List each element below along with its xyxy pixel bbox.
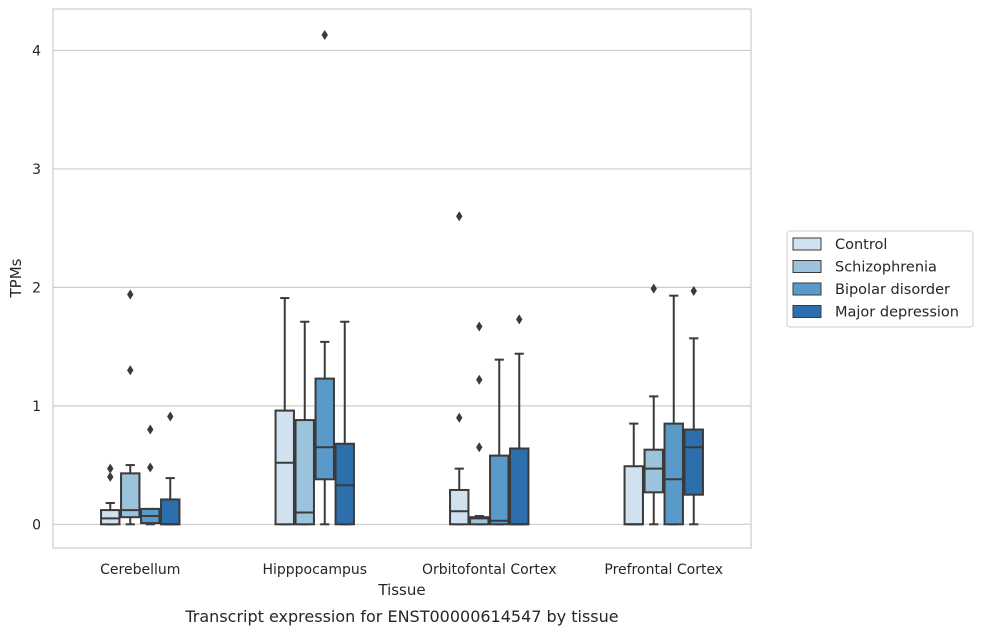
outlier-point [516,314,523,325]
legend-swatch [792,282,822,296]
legend-label: Bipolar disorder [835,282,950,298]
outlier-point [456,412,463,423]
outlier-point [456,211,463,222]
x-tick-label: Orbitofontal Cortex [422,562,557,578]
box-major-depression [160,411,181,526]
box-schizophrenia [120,289,141,526]
box-iqr [160,498,181,526]
plot-frame [52,8,752,549]
box-bipolar-disorder [663,294,684,526]
box-iqr [489,454,510,526]
box-schizophrenia [469,321,490,526]
boxes [100,30,704,526]
outlier-point [476,442,483,453]
y-tick-label: 3 [32,162,41,178]
x-axis-label: Tissue [377,581,425,599]
box-iqr [469,516,490,526]
box-iqr [449,488,470,526]
outlier-point [650,283,657,294]
box-major-depression [334,320,355,526]
box-iqr [683,428,704,496]
outlier-point [107,463,114,474]
box-schizophrenia [643,283,664,526]
x-tick-label: Hipppocampus [262,562,367,578]
outlier-point [321,30,328,41]
legend-swatch [792,260,822,273]
legend-swatch [792,305,822,318]
box-iqr [120,472,141,519]
legend-swatch [792,237,822,251]
legend: Control Schizophrenia Bipolar disorder Majo… [786,230,974,328]
x-tick-label: Prefrontal Cortex [604,562,723,578]
outlier-point [147,462,154,473]
box-iqr [294,419,315,526]
legend-frame [786,230,974,328]
outlier-point [476,321,483,332]
box-major-depression [683,285,704,526]
box-bipolar-disorder [140,424,161,526]
y-tick-label: 4 [32,43,41,59]
y-tick-label: 1 [32,399,41,415]
y-tick-labels: 0 1 2 3 4 [32,43,41,533]
box-control [274,297,295,526]
box-bipolar-disorder [314,30,335,526]
box-control [623,422,644,526]
box-schizophrenia [294,320,315,526]
legend-label: Control [835,237,887,253]
outlier-point [476,374,483,385]
box-iqr [643,448,664,494]
legend-label: Major depression [835,305,959,321]
outlier-point [690,285,697,296]
chart-caption: Transcript expression for ENST0000061454… [184,607,618,626]
legend-label: Schizophrenia [835,260,937,276]
outlier-point [127,289,134,300]
box-control [100,463,121,526]
outlier-point [167,411,174,422]
box-control [449,211,470,526]
box-iqr [663,422,684,526]
outlier-point [147,424,154,435]
box-bipolar-disorder [489,358,510,526]
y-tick-label: 2 [32,280,41,296]
box-iqr [334,442,355,526]
box-iqr [623,465,644,526]
y-axis-label: TPMs [7,258,25,298]
box-major-depression [509,314,530,526]
x-tick-label: Cerebellum [100,562,180,578]
box-iqr [314,377,335,481]
box-iqr [100,509,121,526]
x-tick-labels: Cerebellum Hipppocampus Orbitofontal Corte… [100,562,723,578]
outlier-point [107,471,114,482]
box-iqr [509,447,530,526]
box-iqr [274,409,295,526]
y-tick-label: 0 [32,517,41,533]
outlier-point [127,365,134,376]
